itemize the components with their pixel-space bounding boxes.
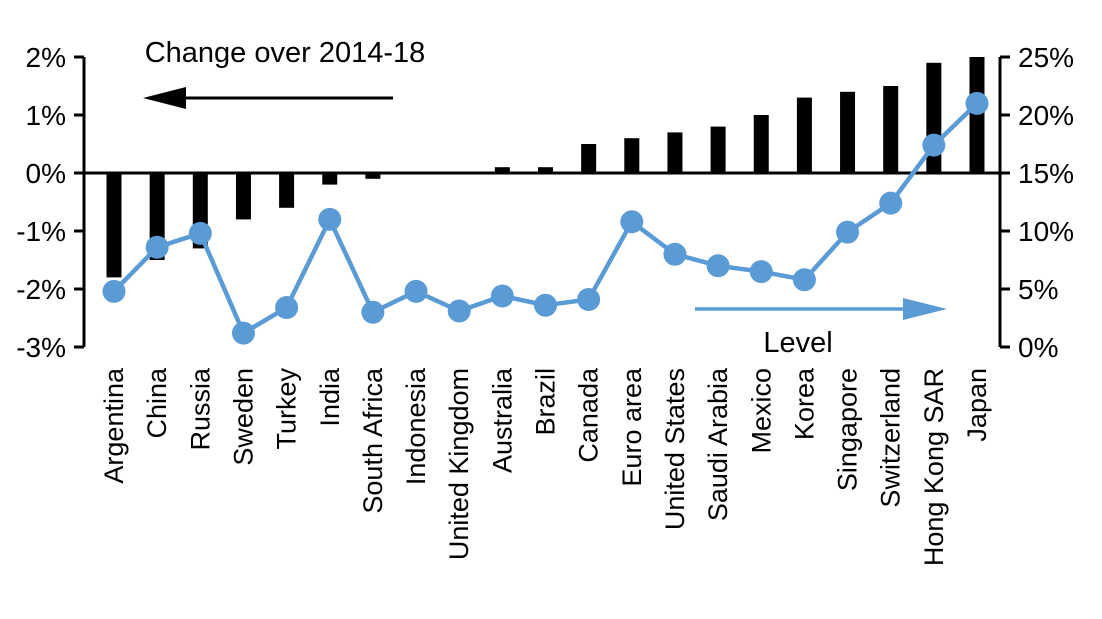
category-label: Russia: [185, 367, 215, 451]
category-label: India: [315, 367, 345, 427]
line-point: [534, 293, 557, 317]
right-axis-tick-label: 20%: [1018, 100, 1074, 131]
left-axis-tick-label: 0%: [26, 158, 66, 189]
bar: [365, 173, 381, 179]
line-point: [620, 210, 644, 234]
category-label: Hong Kong SAR: [919, 368, 949, 566]
category-label: Sweden: [228, 368, 258, 466]
right-axis-tick-label: 15%: [1018, 158, 1074, 189]
left-axis-tick-label: 2%: [26, 42, 66, 73]
bar: [106, 173, 122, 278]
level-arrow-right-icon: [695, 298, 947, 320]
line-point: [706, 254, 730, 278]
bar: [969, 57, 985, 173]
category-label: Mexico: [746, 368, 776, 454]
bar: [538, 167, 553, 173]
bar: [883, 86, 899, 173]
line-point: [102, 279, 126, 303]
line-point: [231, 321, 255, 345]
category-label: Argentina: [99, 367, 129, 484]
category-label: Japan: [962, 368, 992, 442]
category-label: Korea: [789, 367, 819, 440]
left-series-annotation: Change over 2014-18: [145, 37, 426, 69]
line-point: [275, 296, 299, 320]
left-axis-tick-label: -2%: [16, 274, 66, 305]
category-label: Saudi Arabia: [703, 367, 733, 521]
bar: [279, 173, 295, 208]
bar: [235, 173, 251, 220]
left-axis-tick-label: -3%: [16, 332, 66, 363]
bar: [581, 144, 597, 173]
bar: [624, 138, 640, 173]
line-series: [102, 91, 989, 345]
category-label: Turkey: [272, 368, 302, 450]
bar: [667, 132, 683, 173]
category-label: Australia: [487, 367, 517, 473]
category-label: South Africa: [358, 367, 388, 514]
bar: [710, 126, 726, 173]
right-series-annotation: Level: [763, 327, 832, 359]
axes: 2% 1% 0% -1% -2% -3% 25% 20% 15% 10% 5% 0%: [16, 42, 1074, 363]
line-point: [188, 221, 212, 245]
bar: [494, 167, 510, 173]
category-label: China: [142, 367, 172, 439]
right-axis-tick-label: 5%: [1018, 274, 1058, 305]
bar: [796, 97, 812, 173]
left-axis-tick-label: -1%: [16, 216, 66, 247]
category-label: United Kingdom: [444, 368, 474, 560]
right-axis-tick-label: 0%: [1018, 332, 1058, 363]
category-label: Switzerland: [876, 368, 906, 508]
right-axis-tick-label: 10%: [1018, 216, 1074, 247]
right-axis-tick-label: 25%: [1018, 42, 1074, 73]
category-label: Euro area: [617, 367, 647, 487]
bar-series: [106, 57, 985, 278]
bar: [840, 91, 856, 173]
category-label: Brazil: [531, 368, 561, 436]
line-point: [879, 191, 903, 215]
bar: [753, 115, 769, 173]
line-point: [749, 260, 773, 284]
bar: [322, 173, 338, 185]
category-label: Canada: [574, 367, 604, 463]
line-point: [447, 299, 471, 323]
left-axis-tick-label: 1%: [26, 100, 66, 131]
line-point: [490, 284, 514, 308]
category-axis-labels: Argentina China Russia Sweden Turkey India Sou…: [99, 367, 992, 566]
line-point: [792, 268, 816, 292]
line-point: [577, 287, 601, 311]
line-point: [145, 235, 169, 259]
category-label: Singapore: [833, 368, 863, 491]
change-arrow-left-icon: [143, 87, 393, 109]
line-point: [922, 133, 946, 157]
line-point: [836, 220, 860, 244]
category-label: United States: [660, 368, 690, 530]
line-point: [965, 91, 989, 115]
category-label: Indonesia: [401, 367, 431, 485]
line-point: [404, 279, 428, 303]
line-point: [663, 242, 687, 266]
line-point: [361, 300, 385, 324]
line-point: [318, 207, 342, 231]
